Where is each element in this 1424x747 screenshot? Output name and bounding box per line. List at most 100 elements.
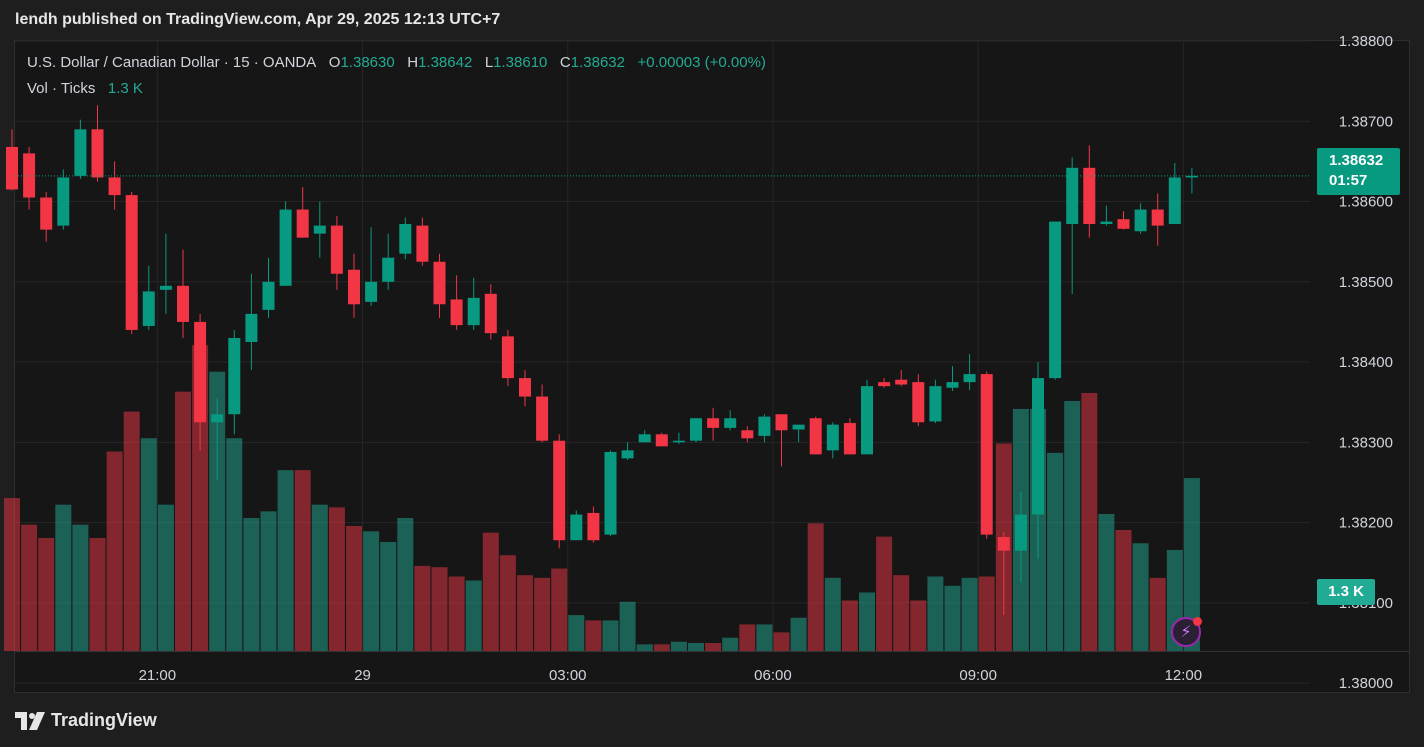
volume-bar: [175, 391, 191, 651]
symbol-title[interactable]: U.S. Dollar / Canadian Dollar · 15 · OAN…: [27, 54, 317, 71]
volume-bar: [568, 615, 585, 651]
volume-bar: [260, 511, 277, 651]
last-price-tag: 1.38632 01:57: [1317, 148, 1400, 195]
x-tick-label: 09:00: [959, 667, 997, 684]
candle-body: [861, 386, 873, 455]
candle-body: [40, 197, 53, 230]
volume-bar: [123, 411, 140, 651]
change-value: +0.00003 (+0.00%): [637, 54, 766, 71]
candle-body: [159, 285, 172, 290]
candle-body: [843, 423, 856, 455]
volume-legend-label[interactable]: Vol · Ticks: [27, 80, 96, 97]
candle-body: [553, 440, 566, 541]
volume-bar: [619, 601, 636, 651]
volume-bar: [38, 537, 55, 651]
candle-body: [707, 418, 720, 428]
candle-body: [655, 434, 668, 447]
volume-legend: Vol · Ticks 1.3 K: [27, 80, 143, 97]
candle-body: [262, 281, 275, 310]
volume-bar: [499, 555, 516, 651]
volume-bar: [1047, 452, 1064, 651]
volume-bar: [944, 585, 961, 651]
close-label: C: [559, 54, 571, 71]
high-value: 1.38642: [418, 54, 473, 71]
y-tick-label: 1.38500: [1339, 274, 1393, 291]
candle-body: [621, 450, 634, 459]
candle-body: [792, 424, 805, 430]
volume-bar: [328, 507, 345, 651]
low-value: 1.38610: [493, 54, 548, 71]
volume-bar: [21, 524, 38, 651]
candle-body: [980, 374, 993, 535]
candle-body: [1151, 209, 1164, 226]
volume-bar: [465, 580, 482, 651]
candle-body: [330, 225, 343, 274]
candle-body: [416, 225, 429, 262]
tradingview-logo-icon: [15, 711, 45, 730]
candle-body: [672, 440, 685, 443]
volume-bar: [72, 524, 89, 651]
candle-body: [741, 430, 754, 439]
volume-bar: [140, 438, 157, 651]
candle-body: [963, 374, 976, 383]
open-label: O: [328, 54, 341, 71]
volume-bar: [1064, 400, 1081, 651]
candle-body: [211, 414, 224, 423]
candle-body: [313, 225, 326, 234]
candle-body: [826, 424, 839, 451]
volume-bar: [448, 576, 465, 651]
candle-body: [6, 146, 18, 190]
candle-body: [279, 209, 292, 286]
volume-bar: [4, 498, 20, 651]
candle-body: [177, 285, 189, 322]
volume-bar: [1149, 577, 1166, 651]
candle-body: [23, 153, 36, 198]
candle-body: [1083, 167, 1096, 224]
volume-bar: [431, 567, 448, 651]
volume-bar: [346, 525, 362, 651]
candle-body: [296, 209, 309, 238]
low-label: L: [484, 54, 494, 71]
volume-bar: [876, 536, 893, 651]
symbol-legend: U.S. Dollar / Canadian Dollar · 15 · OAN…: [27, 54, 766, 71]
x-tick-label: 29: [354, 667, 371, 684]
volume-bar: [927, 576, 944, 651]
candle-body: [194, 321, 207, 423]
candle-body: [91, 129, 104, 178]
volume-bar: [534, 577, 551, 651]
x-tick-label: 12:00: [1165, 667, 1203, 684]
lightning-icon[interactable]: ⚡: [1171, 617, 1201, 647]
volume-bar: [1098, 514, 1115, 651]
candle-body: [758, 416, 771, 436]
volume-bar: [739, 624, 756, 651]
candle-body: [1014, 514, 1027, 551]
volume-bar: [226, 438, 243, 651]
candle-body: [1117, 219, 1130, 229]
candle-body: [1066, 167, 1079, 224]
volume-bar: [551, 568, 568, 651]
candle-body: [997, 537, 1010, 551]
candle-body: [57, 177, 70, 226]
volume-bar: [397, 518, 414, 651]
candle-body: [1100, 221, 1113, 224]
candle-body: [108, 177, 121, 196]
volume-bar: [961, 577, 978, 651]
candle-body: [467, 297, 480, 326]
candle-body: [74, 129, 87, 176]
volume-bar: [653, 644, 670, 651]
x-tick-label: 21:00: [139, 667, 177, 684]
candle-body: [1168, 177, 1181, 224]
volume-bar: [157, 504, 174, 651]
candle-body: [809, 418, 822, 455]
volume-bar: [773, 632, 790, 651]
volume-bar: [89, 537, 106, 651]
candle-body: [433, 261, 446, 305]
open-value: 1.38630: [340, 54, 395, 71]
volume-bar: [910, 600, 927, 651]
volume-bar: [311, 504, 328, 651]
tradingview-logo: TradingView: [15, 710, 157, 731]
volume-bar: [790, 617, 807, 651]
volume-bar: [414, 565, 431, 651]
volume-bar: [859, 592, 875, 651]
